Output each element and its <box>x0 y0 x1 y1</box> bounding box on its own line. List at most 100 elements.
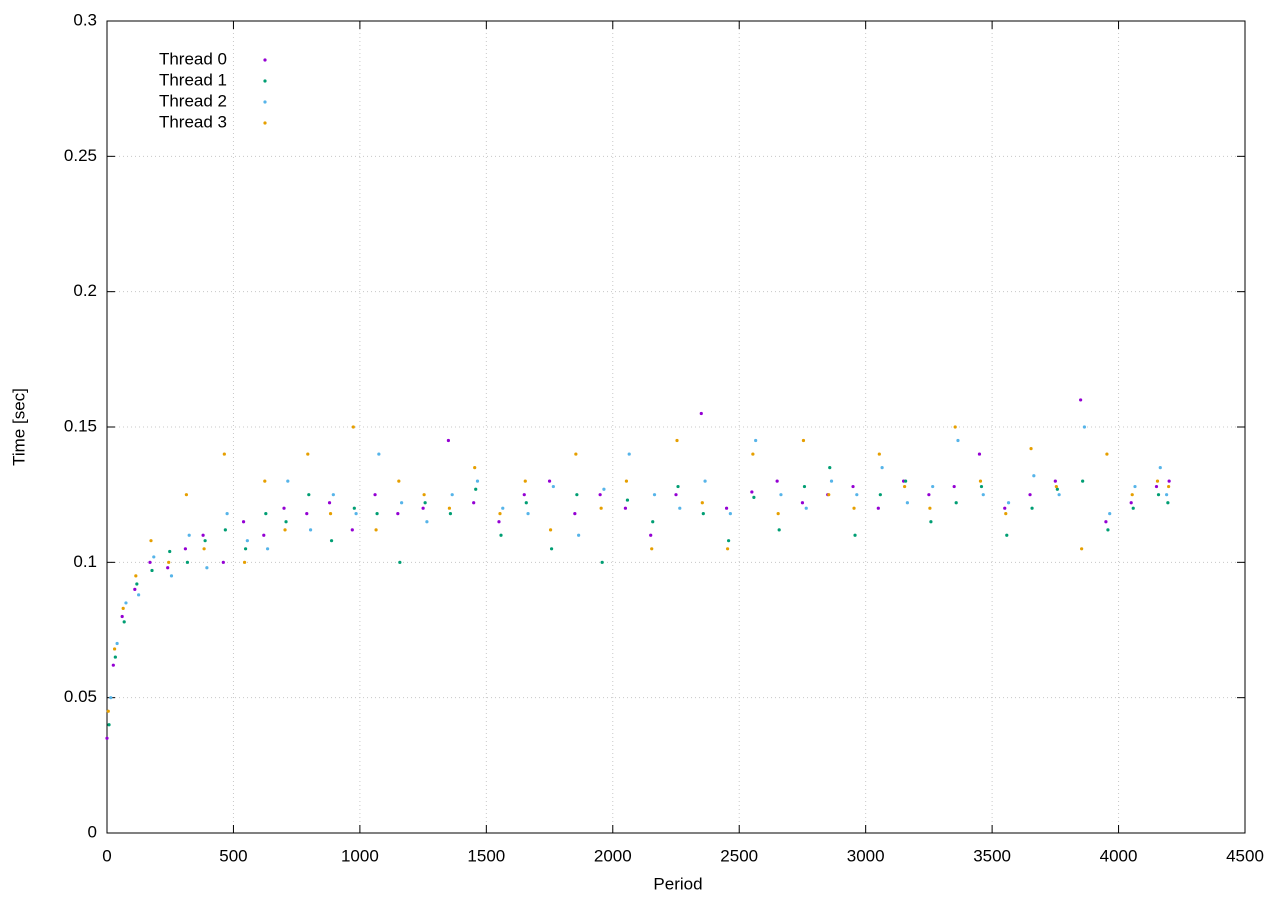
scatter-point <box>286 479 290 483</box>
scatter-point <box>981 493 985 497</box>
scatter-point <box>524 501 528 505</box>
legend-label: Thread 0 <box>159 49 227 68</box>
x-tick-label: 4500 <box>1226 846 1264 865</box>
scatter-point <box>501 506 505 510</box>
scatter-point <box>107 723 111 727</box>
scatter-point <box>954 501 958 505</box>
scatter-point <box>168 549 172 554</box>
scatter-point <box>1158 466 1162 470</box>
scatter-point <box>1005 533 1009 537</box>
scatter-point <box>1032 474 1036 478</box>
scatter-point <box>1006 501 1011 505</box>
scatter-point <box>422 493 426 497</box>
scatter-point <box>148 560 152 564</box>
scatter-point <box>352 506 356 510</box>
scatter-point <box>282 506 286 510</box>
y-tick-label: 0.15 <box>64 416 97 435</box>
scatter-point <box>804 506 808 510</box>
scatter-point <box>1166 501 1170 505</box>
scatter-point <box>775 479 779 483</box>
scatter-point <box>222 452 226 456</box>
scatter-point <box>1104 520 1108 524</box>
x-tick-label: 0 <box>102 846 111 865</box>
scatter-point <box>243 547 248 551</box>
scatter-point <box>425 520 429 524</box>
y-tick-label: 0 <box>88 822 97 841</box>
scatter-point <box>350 528 354 532</box>
scatter-point <box>166 566 170 570</box>
scatter-point <box>498 512 502 516</box>
scatter-point <box>853 533 857 537</box>
scatter-point <box>223 528 227 532</box>
scatter-point <box>598 493 602 497</box>
scatter-point <box>135 582 139 586</box>
scatter-point <box>852 506 856 510</box>
scatter-point <box>398 560 402 564</box>
scatter-point <box>183 547 187 551</box>
scatter-point <box>225 512 229 516</box>
scatter-point <box>121 606 125 610</box>
scatter-point <box>396 512 400 516</box>
scatter-point <box>221 560 225 564</box>
scatter-point <box>548 528 553 532</box>
scatter-point <box>152 555 156 559</box>
scatter-point <box>777 528 781 532</box>
scatter-point <box>624 479 629 483</box>
scatter-point <box>953 425 957 429</box>
scatter-point <box>474 487 478 491</box>
scatter-point <box>373 493 377 497</box>
x-tick-label: 2500 <box>720 846 758 865</box>
scatter-point <box>600 560 604 564</box>
y-tick-label: 0.25 <box>64 146 97 165</box>
scatter-point <box>241 520 246 524</box>
scatter-point <box>112 647 117 651</box>
scatter-point <box>1108 512 1112 516</box>
scatter-point <box>150 568 154 573</box>
x-tick-label: 1500 <box>467 846 505 865</box>
legend-marker <box>263 58 267 62</box>
scatter-point <box>245 539 249 543</box>
x-tick-label: 2000 <box>594 846 632 865</box>
scatter-point <box>979 484 984 489</box>
scatter-point <box>623 506 628 510</box>
scatter-point <box>1081 479 1085 483</box>
x-tick-label: 1000 <box>341 846 379 865</box>
scatter-point <box>877 452 881 456</box>
scatter-point <box>1167 479 1171 483</box>
scatter-point <box>547 479 552 483</box>
scatter-point <box>184 493 189 497</box>
scatter-point <box>327 501 332 505</box>
scatter-point <box>472 501 476 505</box>
scatter-point <box>1167 484 1171 489</box>
scatter-point <box>1003 506 1007 510</box>
legend-label: Thread 1 <box>159 70 227 89</box>
scatter-point <box>106 709 110 713</box>
legend-marker <box>263 121 267 125</box>
legend-marker <box>263 100 267 104</box>
scatter-point <box>829 479 834 483</box>
x-tick-label: 3500 <box>973 846 1011 865</box>
scatter-point <box>1004 512 1008 516</box>
scatter-point <box>497 520 501 524</box>
scatter-point <box>446 438 450 443</box>
scatter-point <box>627 452 631 456</box>
scatter-point <box>1079 398 1083 402</box>
scatter-point <box>354 512 358 516</box>
legend-label: Thread 2 <box>159 91 227 110</box>
scatter-point <box>1082 425 1087 429</box>
scatter-point <box>124 601 128 605</box>
scatter-point <box>751 452 755 456</box>
scatter-point <box>109 696 113 700</box>
scatter-point <box>205 566 209 570</box>
scatter-point <box>263 479 267 483</box>
scatter-point <box>676 484 680 489</box>
scatter-point <box>675 438 679 443</box>
scatter-point <box>1133 484 1137 489</box>
scatter-point <box>929 520 933 524</box>
legend-marker <box>263 79 267 83</box>
scatter-point <box>187 533 191 537</box>
scatter-point <box>1156 493 1161 497</box>
scatter-point <box>105 736 109 740</box>
scatter-point <box>167 560 171 564</box>
scatter-point <box>283 528 287 532</box>
